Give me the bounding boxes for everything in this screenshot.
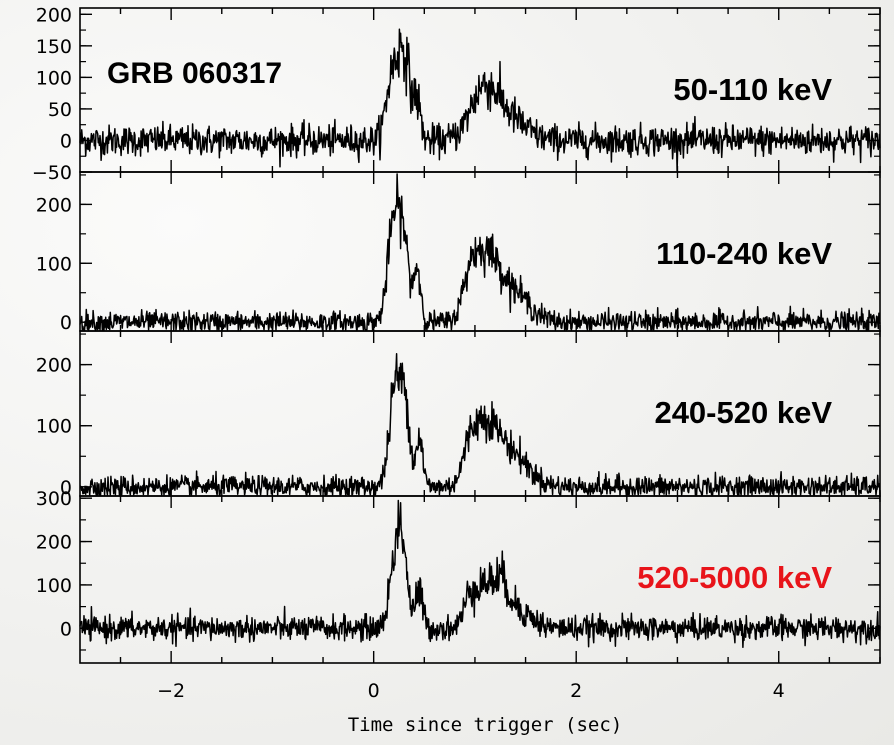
y-tick-label: 200 xyxy=(36,532,72,554)
y-tick-label: 50 xyxy=(48,99,72,121)
y-tick-label: 200 xyxy=(36,4,72,26)
series-line-3 xyxy=(79,499,881,649)
x-tick-label: 2 xyxy=(570,680,582,702)
y-tick-label: 100 xyxy=(36,253,72,275)
band-label-3: 520-5000 keV xyxy=(637,560,832,595)
band-label-2: 240-520 keV xyxy=(654,395,832,430)
y-tick-label: 200 xyxy=(36,355,72,377)
y-tick-label: 150 xyxy=(36,36,72,58)
series-line-1 xyxy=(79,173,881,331)
chart-title: GRB 060317 xyxy=(107,57,282,90)
x-axis-title: Time since trigger (sec) xyxy=(348,714,623,736)
y-tick-label: 200 xyxy=(36,194,72,216)
y-tick-label: 300 xyxy=(36,488,72,510)
y-tick-label: 0 xyxy=(60,312,72,334)
y-tick-label: 100 xyxy=(36,575,72,597)
series-line-2 xyxy=(79,353,881,496)
x-tick-label: 4 xyxy=(773,680,785,702)
band-label-0: 50-110 keV xyxy=(673,72,832,107)
series-line-0 xyxy=(79,28,881,172)
y-tick-label: 100 xyxy=(36,67,72,89)
band-label-1: 110-240 keV xyxy=(656,236,832,271)
x-tick-label: 0 xyxy=(368,680,380,702)
y-tick-label: 0 xyxy=(60,130,72,152)
y-tick-label: −50 xyxy=(32,162,72,184)
x-tick-label: −2 xyxy=(157,680,185,702)
y-tick-label: 0 xyxy=(60,477,72,499)
y-tick-label: 0 xyxy=(60,618,72,640)
panel-frame-3 xyxy=(79,495,881,664)
y-tick-label: 100 xyxy=(36,416,72,438)
